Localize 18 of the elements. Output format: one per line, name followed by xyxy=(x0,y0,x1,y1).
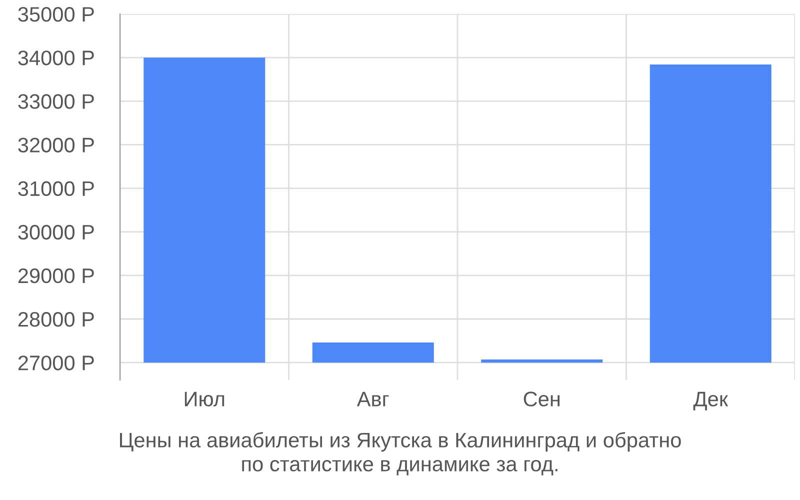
y-tick-label: 35000 Р xyxy=(18,7,94,22)
y-tick-label: 32000 Р xyxy=(18,138,94,152)
y-tick-label: 31000 Р xyxy=(18,181,94,196)
y-tick-label: 28000 Р xyxy=(18,312,94,327)
y-tick-label: 34000 Р xyxy=(18,50,94,66)
x-tick-label: Дек xyxy=(693,392,728,410)
x-tick-label: Сен xyxy=(524,392,560,406)
text: Цены на авиабилеты из Якутска в Калининград и обратно по статистике в динамике за год. xyxy=(120,432,681,476)
y-tick-label: 27000 Р xyxy=(18,356,94,370)
x-tick-label: Июл xyxy=(184,392,224,406)
y-tick-label: 33000 Р xyxy=(18,94,94,109)
bar xyxy=(650,64,772,363)
y-tick-label: 30000 Р xyxy=(18,224,94,240)
bar xyxy=(481,360,603,363)
bar xyxy=(144,58,266,363)
x-tick-label: Авг xyxy=(356,392,389,406)
y-tick-label: 29000 Р xyxy=(18,268,94,284)
bar xyxy=(312,342,434,363)
